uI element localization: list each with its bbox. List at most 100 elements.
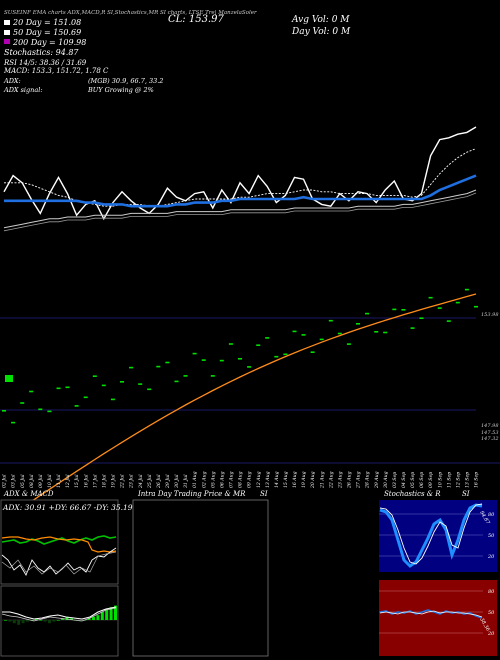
macd-bar — [12, 620, 16, 624]
x-tick-label: 11 Jul — [56, 474, 62, 488]
rsi-readout: RSI 14/5: 38.36 / 31.69 — [3, 59, 87, 67]
x-tick-label: 16 Sep — [474, 472, 480, 488]
volume-mark — [29, 390, 34, 393]
x-tick-label: 05 Aug — [210, 471, 216, 488]
x-tick-label: 02 Jul — [2, 474, 8, 488]
x-tick-label: 28 Aug — [365, 471, 371, 489]
volume-mark — [138, 383, 143, 385]
x-tick-label: 21 Aug — [319, 471, 325, 489]
rsi-background — [379, 580, 497, 656]
volume-mark — [56, 387, 61, 390]
volume-mark — [410, 327, 415, 329]
macd-bar — [4, 620, 7, 621]
x-tick-label: 30 Jul — [174, 474, 180, 488]
x-tick-label: 12 Jul — [65, 474, 71, 488]
x-tick-label: 17 Jul — [92, 474, 98, 488]
x-tick-label: 23 Jul — [129, 474, 135, 489]
x-tick-label: 13 Aug — [265, 471, 271, 488]
macd-bar — [87, 618, 91, 620]
stoch-k-line — [379, 503, 483, 568]
macd-bar — [56, 620, 60, 621]
intraday-title: Intra Day Trading Price & MR — [137, 490, 246, 498]
legend-swatch-ema20 — [4, 20, 10, 25]
volume-legend-swatch — [5, 375, 13, 382]
macd-value-line — [1, 607, 117, 622]
volume-mark — [310, 351, 315, 353]
macd-bar — [43, 620, 47, 622]
stoch-tick-80: 80 — [488, 512, 495, 518]
x-tick-label: 26 Jul — [156, 474, 162, 489]
volume-mark — [47, 410, 52, 413]
volume-mark — [20, 402, 25, 404]
volume-mark — [228, 343, 233, 345]
x-tick-label: 27 Aug — [356, 471, 362, 489]
volume-mark — [356, 323, 360, 325]
avg-volume: Avg Vol: 0 M — [291, 15, 350, 25]
volume-mark — [301, 334, 306, 336]
volume-mark — [174, 380, 179, 383]
volume-mark — [2, 410, 6, 412]
x-tick-label: 29 Jul — [165, 474, 171, 489]
series-price — [3, 126, 477, 221]
volume-mark — [110, 398, 115, 401]
day-volume: Day Vol: 0 M — [291, 27, 351, 37]
x-tick-label: 09 Sep — [428, 472, 434, 488]
adx-panel-title: ADX & MACD — [3, 490, 54, 498]
long-ma-line — [3, 293, 477, 521]
volume-mark — [183, 375, 188, 377]
rsi-tick-20: 20 — [487, 631, 495, 637]
stochastics-panel: Stochastics & R SI 80 50 20 94.87 — [379, 490, 497, 572]
adx-minus-line — [1, 536, 117, 553]
x-tick-label: 22 Aug — [328, 471, 334, 489]
volume-mark — [365, 312, 370, 315]
x-tick-label: 16 Aug — [292, 471, 298, 488]
volume-mark — [156, 365, 161, 368]
stochastics-readout: Stochastics: 94.87 — [4, 48, 79, 57]
x-tick-label: 26 Aug — [347, 471, 353, 489]
macd-bar — [70, 618, 73, 620]
volume-mark — [201, 359, 206, 361]
volume-mark — [374, 331, 379, 333]
x-tick-label: 12 Aug — [256, 471, 262, 488]
x-tick-label: 31 Jul — [183, 474, 189, 488]
volume-mark — [129, 366, 134, 369]
x-tick-label: 06 Aug — [219, 471, 225, 488]
macd-line — [1, 551, 117, 575]
x-tick-label: 30 Aug — [383, 471, 389, 488]
volume-mark — [192, 352, 197, 355]
macd-histogram-panel — [0, 585, 119, 657]
volume-mark — [328, 319, 333, 322]
x-tick-label: 06 Sep — [419, 472, 425, 488]
volume-mark — [337, 332, 342, 335]
adx-panel-values: ADX: 30.91 +DY: 66.67 -DY: 35.19 — [2, 503, 133, 512]
macd-bar — [114, 605, 117, 620]
macd-bar — [8, 620, 12, 622]
x-tick-label: 19 Aug — [301, 471, 307, 488]
volume-mark — [437, 307, 442, 309]
header-top-line: SUSEINF EMA charts ADX,MACD,R SI,Stochas… — [4, 10, 257, 16]
x-tick-label: 03 Jul — [11, 474, 17, 488]
x-tick-label: 05 Sep — [410, 472, 416, 488]
stoch-d-line — [379, 503, 483, 565]
x-tick-label: 08 Aug — [238, 471, 244, 488]
adx-panel-frame — [0, 499, 119, 585]
volume-mark — [38, 408, 43, 411]
intraday-si: SI — [260, 490, 268, 498]
volume-mark — [256, 344, 261, 346]
x-tick-label: 08 Jul — [29, 474, 35, 488]
volume-mark — [92, 375, 97, 377]
x-tick-label: 13 Sep — [465, 472, 471, 488]
volume-mark — [446, 320, 451, 322]
volume-mark — [265, 337, 270, 339]
price-series — [3, 126, 477, 232]
volume-mark — [65, 386, 70, 389]
x-tick-label: 16 Jul — [83, 474, 89, 488]
volume-mark — [74, 405, 79, 407]
x-tick-label: 14 Aug — [274, 471, 280, 488]
volume-mark — [165, 361, 170, 364]
stoch-tick-50: 50 — [488, 533, 495, 539]
price-axis-lower-3: 147.32 — [481, 436, 499, 442]
long-ma-line-path — [3, 293, 477, 521]
x-tick-label: 15 Aug — [283, 471, 289, 488]
adx-macd-panel: ADX & MACD ADX: 30.91 +DY: 66.67 -DY: 35… — [0, 490, 133, 585]
